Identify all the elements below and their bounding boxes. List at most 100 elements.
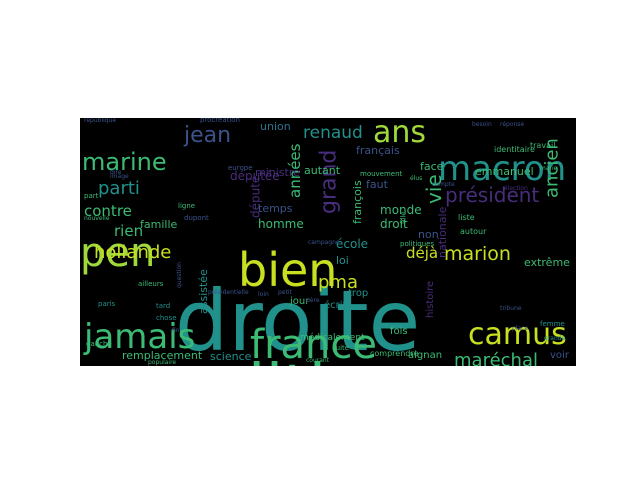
word-jamais: jamais bbox=[83, 317, 195, 357]
word-bien: bien bbox=[238, 243, 337, 297]
word-loin: loin bbox=[258, 291, 269, 298]
word-jean: jean bbox=[183, 123, 231, 148]
word-medicalement: médicalement bbox=[300, 332, 365, 343]
word-marine: marine bbox=[82, 148, 167, 176]
word-procreation: procréation bbox=[200, 118, 240, 124]
word-voir: voir bbox=[550, 350, 570, 361]
word-assistee: assistée bbox=[197, 269, 210, 314]
word-president: président bbox=[445, 183, 539, 207]
word-monde: monde bbox=[380, 203, 422, 217]
word-histoire: histoire bbox=[425, 281, 436, 318]
word-cloud: droitepolitique bien pen france macron ans jam… bbox=[80, 118, 576, 366]
word-union: union bbox=[260, 120, 291, 133]
word-question: question bbox=[176, 262, 183, 288]
word-tribune: tribune bbox=[500, 305, 522, 312]
word-macron: macron bbox=[438, 149, 566, 189]
word-droite: droite bbox=[175, 272, 420, 366]
word-camus: camus bbox=[468, 317, 567, 352]
word-compte: compte bbox=[432, 181, 455, 188]
word-depute: député bbox=[249, 176, 263, 218]
word-identitaire: identitaire bbox=[494, 145, 535, 154]
word-reponse: réponse bbox=[500, 121, 524, 128]
word-faut: faut bbox=[366, 178, 389, 191]
word-autant: autant bbox=[304, 164, 341, 177]
word-fille: fille bbox=[400, 211, 408, 224]
word-parti: parti bbox=[98, 178, 140, 199]
word-famille: famille bbox=[140, 218, 177, 231]
word-ecole: école bbox=[336, 237, 368, 251]
word-republique: république bbox=[84, 118, 116, 124]
word-pen: pen bbox=[80, 230, 155, 276]
word-paris: paris bbox=[98, 300, 116, 308]
word-besoin: besoin bbox=[472, 121, 492, 128]
word-marie: marie bbox=[540, 165, 558, 172]
word-dire: dire bbox=[110, 169, 122, 176]
word-remplacement: remplacement bbox=[122, 349, 203, 362]
word-vie: vie bbox=[422, 174, 446, 204]
word-fois: fois bbox=[390, 326, 408, 337]
word-nouvelle: nouvelle bbox=[84, 215, 110, 222]
word-cloud-canvas: droitepolitique bien pen france macron ans jam… bbox=[80, 118, 570, 366]
word-autour: autour bbox=[460, 227, 487, 236]
word-emmanuel: emmanuel bbox=[475, 165, 534, 178]
word-droit: droit bbox=[380, 217, 408, 231]
word-presidentielle: présidentielle bbox=[208, 289, 249, 296]
word-temps: temps bbox=[258, 202, 293, 215]
word-marechal: maréchal bbox=[454, 350, 538, 366]
word-gauche: gauche bbox=[86, 340, 112, 348]
word-place: place bbox=[512, 325, 528, 332]
word-femme: femme bbox=[540, 320, 565, 328]
word-europe: europe bbox=[228, 164, 253, 172]
word-image: image bbox=[110, 173, 129, 180]
word-ligne: ligne bbox=[178, 202, 195, 210]
word-face: face bbox=[420, 160, 444, 173]
word-francais: français bbox=[356, 144, 400, 157]
word-campagne: campagne bbox=[308, 239, 340, 246]
word-ailleurs: ailleurs bbox=[138, 280, 164, 288]
word-deja: déjà bbox=[406, 244, 438, 262]
word-pere: père bbox=[306, 297, 320, 304]
word-loi: loi bbox=[336, 254, 349, 267]
word-ancien: ancien bbox=[541, 138, 562, 198]
word-part: part bbox=[84, 192, 99, 200]
word-aignan: aignan bbox=[408, 350, 442, 361]
word-comprendre: comprendre bbox=[370, 349, 418, 358]
word-contre: contre bbox=[84, 202, 132, 220]
word-dupont: dupont bbox=[184, 214, 209, 222]
word-renaud: renaud bbox=[303, 123, 363, 143]
word-suite: suite bbox=[332, 344, 349, 352]
word-pma: pma bbox=[318, 272, 358, 293]
word-ecrit: écrit bbox=[324, 299, 347, 311]
word-populaire: populaire bbox=[148, 359, 176, 366]
word-france: france bbox=[250, 322, 377, 366]
word-liste: liste bbox=[458, 213, 475, 222]
word-elus: élus bbox=[410, 175, 422, 182]
word-politique: politique bbox=[168, 352, 447, 366]
word-marion: marion bbox=[444, 243, 511, 265]
word-science: science bbox=[210, 350, 252, 363]
word-annees: années bbox=[286, 143, 304, 198]
word-ans: ans bbox=[373, 118, 426, 150]
word-courant: courant bbox=[306, 357, 330, 364]
word-rien: rien bbox=[114, 222, 143, 240]
word-mouvement: mouvement bbox=[360, 170, 403, 178]
word-deputee: députée bbox=[230, 169, 280, 183]
word-trop: trop bbox=[348, 288, 368, 299]
word-extreme: extrême bbox=[524, 256, 570, 269]
word-hollande: hollande bbox=[94, 242, 171, 263]
word-ministre: ministre bbox=[255, 166, 300, 179]
word-francois: françois bbox=[351, 180, 364, 224]
word-grande: grande bbox=[544, 335, 566, 342]
word-homme: homme bbox=[258, 217, 304, 231]
word-grand: grand bbox=[317, 150, 342, 214]
word-petit: petit bbox=[278, 289, 293, 296]
word-chose: chose bbox=[156, 314, 177, 322]
word-fin: fin bbox=[172, 327, 180, 334]
word-tard: tard bbox=[156, 302, 170, 310]
word-jour: jour bbox=[289, 296, 310, 307]
word-non: non bbox=[418, 228, 439, 241]
word-nationale: nationale bbox=[436, 206, 449, 258]
word-politiques: politiques bbox=[400, 240, 434, 248]
word-travail: travail bbox=[530, 141, 555, 150]
